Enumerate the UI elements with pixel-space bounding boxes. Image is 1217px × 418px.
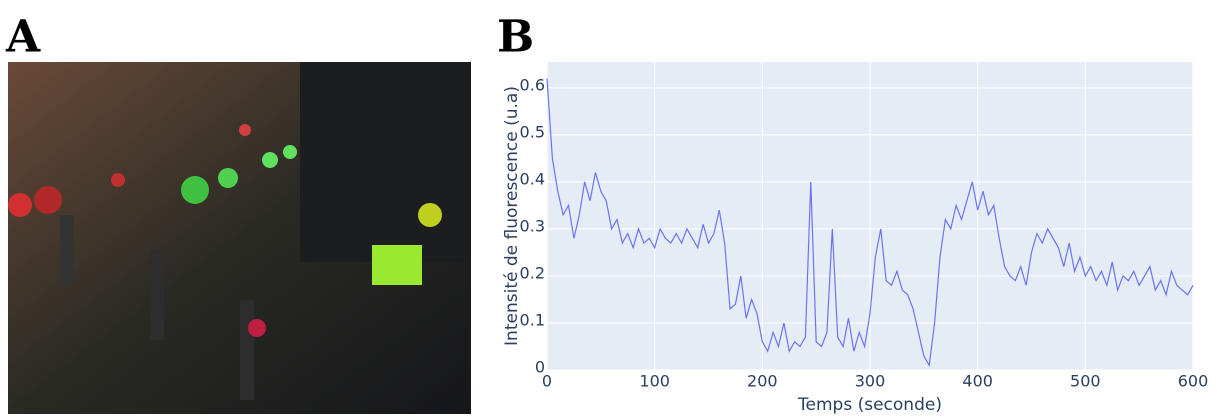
panel-label: B bbox=[497, 12, 534, 63]
y-tick-label: 0 bbox=[535, 358, 545, 377]
x-tick-label: 500 bbox=[1070, 372, 1101, 391]
x-axis-title: Temps (seconde) bbox=[797, 395, 942, 414]
y-tick-label: 0.6 bbox=[520, 75, 545, 94]
x-tick-label: 200 bbox=[747, 372, 778, 391]
photo bbox=[8, 62, 471, 414]
y-tick-label: 0.1 bbox=[520, 310, 545, 329]
y-tick-label: 0.5 bbox=[520, 122, 545, 141]
y-tick-label: 0.3 bbox=[520, 216, 545, 235]
data-line bbox=[546, 78, 1194, 368]
y-tick-label: 0.4 bbox=[520, 169, 545, 188]
x-tick-label: 100 bbox=[639, 372, 670, 391]
x-tick-label: 0 bbox=[542, 372, 552, 391]
x-tick-label: 300 bbox=[855, 372, 886, 391]
x-tick-label: 400 bbox=[962, 372, 993, 391]
x-tick-label: 600 bbox=[1178, 372, 1209, 391]
panel-label: A bbox=[5, 12, 41, 63]
y-tick-label: 0.2 bbox=[520, 263, 545, 282]
y-axis-title: Intensité de fluorescence (u.a) bbox=[502, 86, 522, 346]
